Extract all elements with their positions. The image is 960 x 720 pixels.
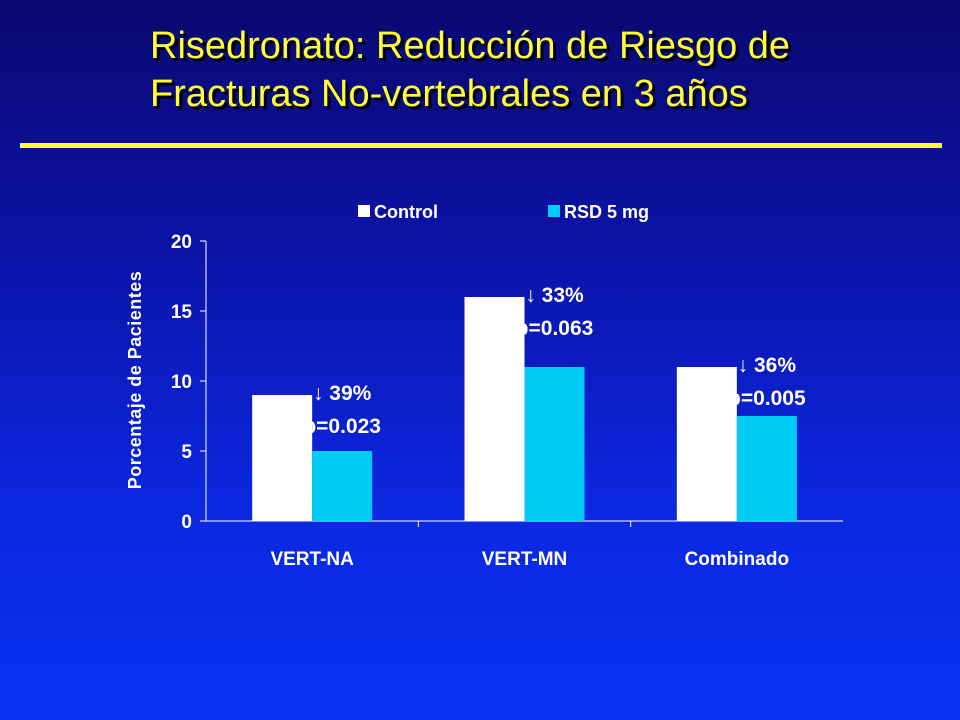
x-category-label: Combinado — [685, 549, 790, 570]
bar-rsd-combinado — [736, 416, 797, 521]
title-underline — [20, 143, 942, 148]
title-line-2: Fracturas No-vertebrales en 3 años — [150, 73, 748, 115]
y-tick-label: 10 — [171, 372, 192, 393]
y-tick-label: 15 — [171, 302, 193, 323]
reduction-label: ↓ 39% — [313, 382, 372, 405]
bar-control-vert-na — [252, 395, 313, 521]
bar-rsd-vert-mn — [524, 367, 585, 521]
annotations: ↓ 39% p=0.023 ↓ 33% p=0.063 ↓ 36% p=0.005 — [303, 284, 806, 438]
y-ticks: 0 5 10 15 20 — [171, 232, 206, 533]
bar-rsd-vert-na — [312, 451, 373, 521]
legend-label-rsd: RSD 5 mg — [564, 202, 649, 222]
p-value-label: p=0.005 — [728, 387, 806, 410]
x-category-label: VERT-NA — [270, 549, 354, 570]
slide-title: Risedronato: Reducción de Riesgo de Frac… — [150, 22, 940, 118]
reduction-label: ↓ 36% — [738, 354, 797, 377]
y-tick-label: 20 — [171, 232, 192, 253]
y-tick-label: 0 — [181, 512, 192, 533]
legend-swatch-control — [358, 205, 370, 217]
y-axis-label: Porcentaje de Pacientes — [125, 271, 145, 490]
legend-swatch-rsd — [548, 205, 560, 217]
bar-control-vert-mn — [464, 297, 525, 521]
title-line-1: Risedronato: Reducción de Riesgo de — [150, 25, 791, 67]
bar-control-combinado — [676, 367, 737, 521]
legend: Control RSD 5 mg — [358, 202, 649, 222]
bars — [252, 297, 797, 521]
x-category-label: VERT-MN — [482, 549, 568, 570]
p-value-label: p=0.023 — [303, 415, 381, 438]
p-value-label: p=0.063 — [516, 317, 594, 340]
y-tick-label: 5 — [181, 442, 192, 463]
x-categories: VERT-NA VERT-MN Combinado — [270, 521, 789, 570]
reduction-label: ↓ 33% — [525, 284, 584, 307]
legend-label-control: Control — [374, 202, 438, 222]
